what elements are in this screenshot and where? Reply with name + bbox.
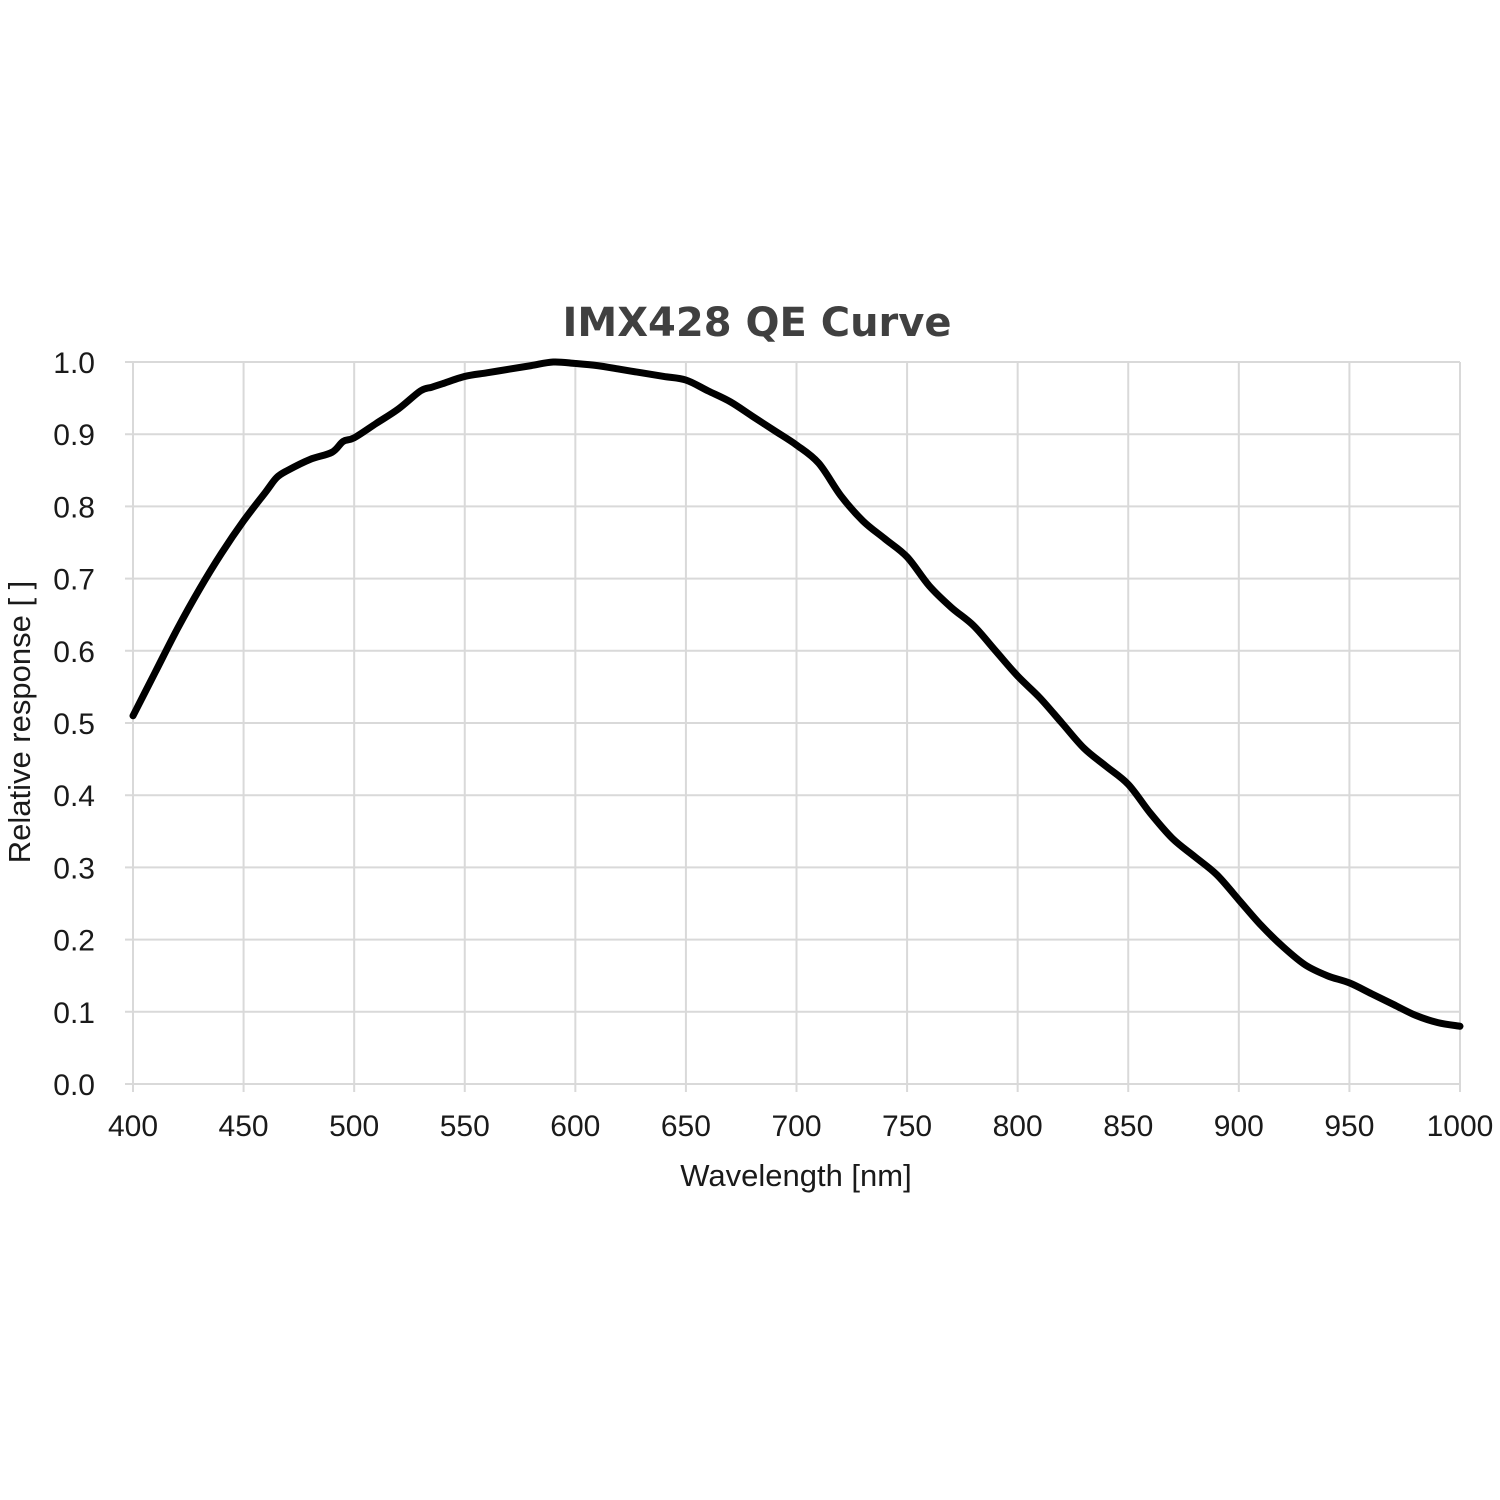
y-tick-labels: 0.0 0.1 0.2 0.3 0.4 0.5 0.6 0.7 0.8 0.9 1.0 <box>53 347 95 1102</box>
x-tick-label: 400 <box>108 1110 158 1143</box>
x-tick-label: 800 <box>993 1110 1043 1143</box>
y-tick-label: 0.4 <box>53 780 95 813</box>
x-axis-label: Wavelength [nm] <box>680 1158 911 1193</box>
x-tick-label: 650 <box>661 1110 711 1143</box>
x-tick-label: 850 <box>1103 1110 1153 1143</box>
y-tick-label: 0.6 <box>53 636 95 669</box>
x-tick-label: 600 <box>550 1110 600 1143</box>
y-tick-label: 0.9 <box>53 419 95 452</box>
y-tick-label: 0.0 <box>53 1069 95 1102</box>
x-tick-label: 950 <box>1324 1110 1374 1143</box>
x-tick-label: 450 <box>219 1110 269 1143</box>
y-axis-label: Relative response [ ] <box>2 581 37 864</box>
chart-title: IMX428 QE Curve <box>563 300 952 346</box>
y-tick-label: 0.3 <box>53 852 95 885</box>
y-tick-label: 0.8 <box>53 491 95 524</box>
y-tick-label: 0.7 <box>53 564 95 597</box>
y-tick-label: 0.1 <box>53 997 95 1030</box>
x-tick-label: 550 <box>440 1110 490 1143</box>
x-tick-label: 500 <box>329 1110 379 1143</box>
x-tick-labels: 400 450 500 550 600 650 700 750 800 850 900 950 1000 <box>108 1110 1493 1143</box>
qe-series-line <box>129 358 1464 1030</box>
x-tick-label: 900 <box>1214 1110 1264 1143</box>
x-tick-label: 700 <box>771 1110 821 1143</box>
x-tick-label: 1000 <box>1427 1110 1494 1143</box>
x-tick-label: 750 <box>882 1110 932 1143</box>
y-tick-label: 1.0 <box>53 347 95 380</box>
y-tick-label: 0.2 <box>53 925 95 958</box>
series-layer <box>129 358 1464 1030</box>
grid-lines <box>125 361 1461 1092</box>
y-tick-label: 0.5 <box>53 708 95 741</box>
